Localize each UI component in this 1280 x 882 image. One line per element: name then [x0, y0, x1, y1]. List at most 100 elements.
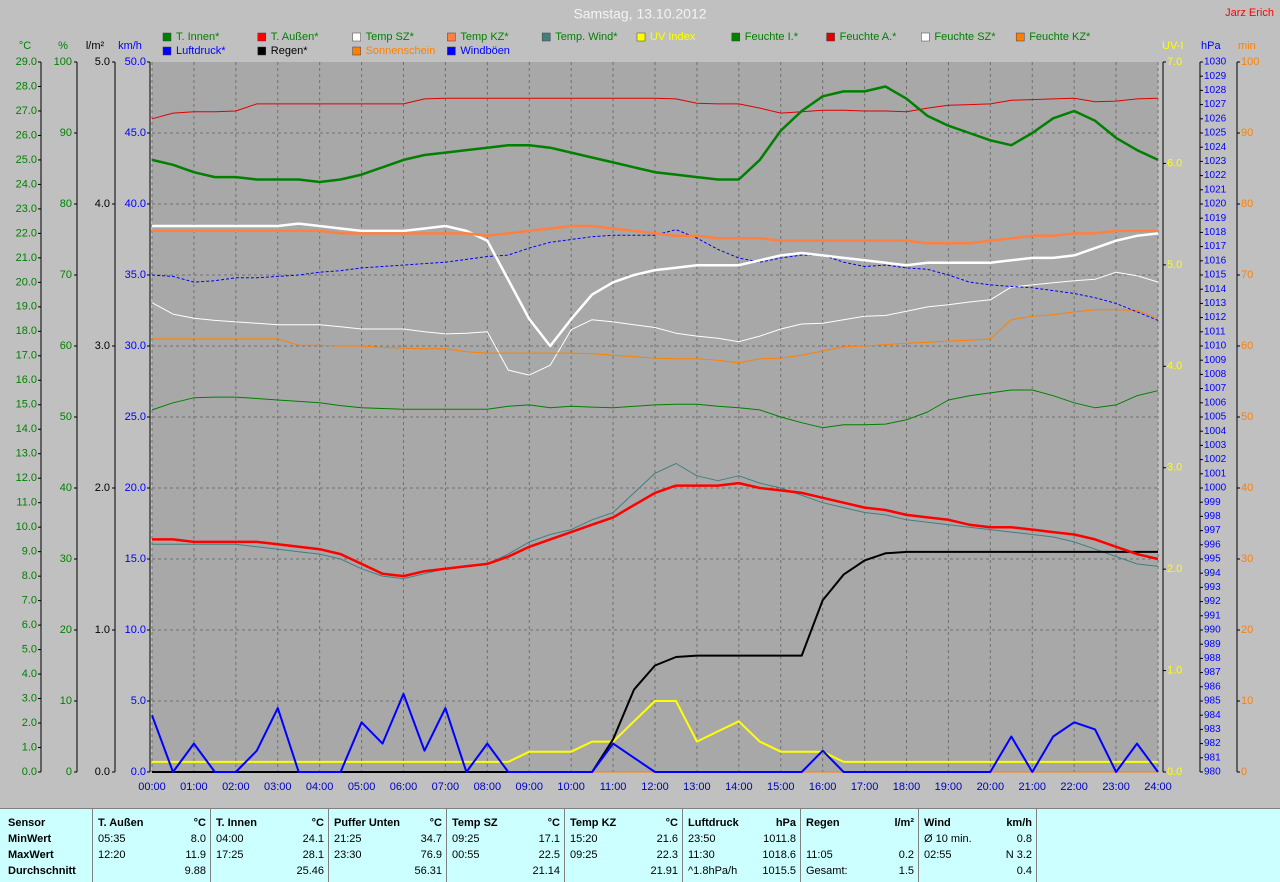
y-tick-label: 996	[1204, 539, 1221, 550]
legend-swatch	[731, 32, 741, 42]
y-tick-label: 40	[1241, 482, 1253, 494]
y-tick-label: 6.0	[1167, 157, 1182, 169]
axis-title: min	[1238, 40, 1256, 52]
table-cell: ^1.8hPa/h	[688, 865, 738, 877]
table-cell: Temp KZ	[570, 817, 617, 829]
table-cell: l/m²	[894, 817, 914, 829]
x-tick-label: 16:00	[809, 781, 837, 793]
legend-label: Feuchte KZ*	[1029, 31, 1091, 43]
y-tick-label: 1008	[1204, 369, 1227, 380]
y-tick-label: 980	[1204, 767, 1221, 778]
y-tick-label: 1003	[1204, 440, 1227, 451]
x-tick-label: 17:00	[851, 781, 879, 793]
y-tick-label: 50	[60, 411, 72, 423]
y-tick-label: 1004	[1204, 426, 1227, 437]
y-tick-label: 100	[54, 56, 72, 68]
x-tick-label: 03:00	[264, 781, 292, 793]
y-tick-label: 20	[60, 624, 72, 636]
series-line	[151, 692, 1159, 773]
legend-label: Regen*	[271, 45, 308, 57]
y-tick-label: 6.0	[22, 619, 37, 631]
table-cell: N 3.2	[1005, 849, 1032, 861]
y-tick-label: 1024	[1204, 142, 1227, 153]
y-tick-label: 1019	[1204, 213, 1227, 224]
y-tick-label: 1015	[1204, 270, 1227, 281]
table-cell: 23:50	[688, 833, 716, 845]
y-tick-label: 45.0	[125, 127, 146, 139]
y-tick-label: 8.0	[22, 570, 37, 582]
y-tick-label: 1023	[1204, 156, 1227, 167]
y-tick-label: 995	[1204, 554, 1221, 565]
table-cell: 1.5	[898, 865, 914, 877]
x-tick-label: 09:00	[515, 781, 543, 793]
x-tick-label: 02:00	[222, 781, 250, 793]
y-tick-label: 1020	[1204, 199, 1227, 210]
y-tick-label: 60	[1241, 340, 1253, 352]
y-tick-label: 30	[60, 553, 72, 565]
series-line	[151, 271, 1159, 376]
y-tick-label: 9.0	[22, 546, 37, 558]
table-cell: 09:25	[570, 849, 598, 861]
table-cell: 02:55	[924, 849, 952, 861]
y-tick-label: 70	[60, 269, 72, 281]
y-tick-label: 12.0	[16, 472, 37, 484]
y-tick-label: 983	[1204, 724, 1221, 735]
table-cell: Gesamt:	[806, 865, 848, 877]
table-cell: 9.88	[184, 865, 206, 877]
y-tick-label: 991	[1204, 610, 1221, 621]
table-separator	[800, 809, 801, 882]
y-tick-label: 29.0	[16, 56, 37, 68]
y-tick-label: 14.0	[16, 423, 37, 435]
table-cell: 11.9	[185, 849, 206, 861]
x-tick-label: 08:00	[474, 781, 502, 793]
y-tick-label: 4.0	[1167, 360, 1182, 372]
y-tick-label: 4.0	[95, 198, 110, 210]
axis-title: UV-I	[1162, 40, 1183, 52]
y-tick-label: 1006	[1204, 397, 1227, 408]
legend-swatch	[257, 46, 267, 56]
y-tick-label: 2.0	[22, 717, 37, 729]
y-tick-label: 1027	[1204, 99, 1227, 110]
table-cell: 8.0	[190, 833, 206, 845]
chart-title: Samstag, 13.10.2012	[573, 6, 706, 22]
legend-swatch	[541, 32, 551, 42]
y-tick-label: 1002	[1204, 454, 1227, 465]
x-tick-label: 11:00	[600, 781, 627, 793]
y-tick-label: 11.0	[16, 497, 37, 509]
y-tick-label: 997	[1204, 525, 1221, 536]
y-tick-label: 987	[1204, 667, 1221, 678]
x-tick-label: 04:00	[306, 781, 334, 793]
y-tick-label: 20	[1241, 624, 1253, 636]
y-tick-label: 25.0	[16, 154, 37, 166]
y-tick-label: 1.0	[1167, 664, 1182, 676]
x-tick-label: 07:00	[432, 781, 460, 793]
table-cell: Ø 10 min.	[924, 833, 972, 845]
y-tick-label: 80	[1241, 198, 1253, 210]
x-tick-label: 14:00	[725, 781, 753, 793]
y-tick-label: 990	[1204, 625, 1221, 636]
y-tick-label: 30	[1241, 553, 1253, 565]
table-separator	[918, 809, 919, 882]
y-tick-label: 1010	[1204, 341, 1227, 352]
y-tick-label: 3.0	[22, 692, 37, 704]
table-cell: 56.31	[414, 865, 442, 877]
x-tick-label: 05:00	[348, 781, 376, 793]
series-line	[152, 481, 1159, 578]
y-tick-label: 1021	[1204, 184, 1227, 195]
y-tick-label: 10.0	[125, 624, 146, 636]
table-cell: Regen	[806, 817, 840, 829]
table-cell: °C	[311, 817, 324, 829]
y-tick-label: 984	[1204, 710, 1221, 721]
y-tick-label: 1013	[1204, 298, 1227, 309]
y-tick-label: 1028	[1204, 85, 1227, 96]
table-separator	[328, 809, 329, 882]
table-cell: °C	[429, 817, 442, 829]
table-cell: 11:05	[806, 849, 833, 861]
table-cell: 21.6	[656, 833, 678, 845]
y-tick-label: 981	[1204, 752, 1221, 763]
table-cell: 21.91	[650, 865, 678, 877]
legend-label: Windböen	[460, 45, 510, 57]
x-tick-label: 21:00	[1018, 781, 1046, 793]
table-cell: 00:55	[452, 849, 480, 861]
x-tick-label: 24:00	[1144, 781, 1172, 793]
